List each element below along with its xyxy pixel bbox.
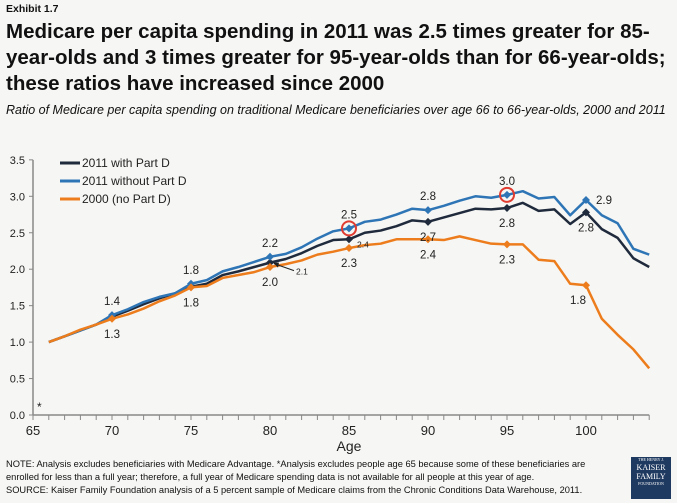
chart-subtitle: Ratio of Medicare per capita spending on… — [6, 103, 666, 117]
y-tick-label: 2.0 — [10, 264, 25, 276]
kaiser-family-foundation-logo: THE HENRY J. KAISER FAMILY FOUNDATION — [631, 457, 671, 499]
logo-line1: KAISER — [636, 463, 666, 472]
x-tick-label: 100 — [575, 423, 597, 438]
exhibit-label: Exhibit 1.7 — [6, 3, 59, 15]
data-point-marker — [424, 235, 432, 244]
data-label: 1.8 — [570, 295, 586, 307]
data-label: 1.8 — [183, 297, 199, 309]
legend-entry: 2000 (no Part D) — [82, 192, 171, 206]
data-label: 2.4 — [357, 239, 369, 249]
logo-top: THE HENRY J. — [638, 457, 664, 462]
highlight-circle — [499, 186, 515, 203]
asterisk-note-marker: * — [37, 400, 42, 414]
data-point-marker — [424, 206, 432, 215]
data-point-marker — [503, 203, 511, 212]
x-tick-label: 90 — [421, 423, 435, 438]
legend-entry: 2011 with Part D — [82, 156, 170, 170]
x-tick-label: 75 — [184, 423, 198, 438]
data-label: 2.3 — [341, 258, 357, 270]
data-label: 2.2 — [262, 238, 278, 250]
y-tick-label: 3.5 — [10, 155, 25, 167]
data-point-marker — [187, 283, 195, 292]
y-tick-label: 0.0 — [10, 410, 25, 422]
data-point-marker — [345, 224, 353, 233]
x-axis-label: Age — [337, 438, 362, 454]
data-point-marker — [345, 244, 353, 253]
data-point-marker — [582, 208, 590, 217]
chart-title: Medicare per capita spending in 2011 was… — [6, 20, 666, 95]
data-point-marker — [503, 190, 511, 199]
y-tick-label: 1.0 — [10, 337, 25, 349]
x-tick-label: 80 — [263, 423, 277, 438]
data-point-marker — [582, 195, 590, 204]
data-point-marker — [266, 252, 274, 261]
arrow-head-icon — [273, 262, 279, 268]
data-label: 2.7 — [420, 232, 436, 244]
series-line-0 — [48, 201, 650, 344]
data-label: 3.0 — [499, 176, 515, 188]
data-label: 1.3 — [104, 329, 120, 341]
data-label: 1.4 — [104, 296, 121, 308]
data-point-marker — [108, 314, 116, 323]
x-tick-label: 95 — [500, 423, 514, 438]
series-line-2 — [48, 235, 651, 370]
x-tick-label: 65 — [26, 423, 40, 438]
data-label: 2.9 — [596, 195, 612, 207]
y-tick-label: 1.5 — [10, 301, 25, 313]
logo-bottom: FOUNDATION — [638, 481, 664, 486]
data-point-marker — [582, 281, 590, 290]
data-point-marker — [345, 235, 353, 244]
data-label: 2.3 — [499, 254, 515, 266]
highlight-circle — [341, 220, 357, 237]
data-label: 2.8 — [578, 222, 594, 234]
source-text: SOURCE: Kaiser Family Foundation analysi… — [6, 485, 583, 495]
y-tick-label: 0.5 — [10, 374, 25, 386]
data-label: 1.8 — [183, 265, 199, 277]
data-label: 2.8 — [499, 218, 515, 230]
chart-notes: NOTE: Analysis excludes beneficiaries wi… — [6, 458, 606, 497]
legend-entry: 2011 without Part D — [82, 174, 187, 188]
y-tick-label: 3.0 — [10, 191, 25, 203]
data-point-marker — [424, 217, 432, 226]
data-point-marker — [266, 263, 274, 272]
note-text: NOTE: Analysis excludes beneficiaries wi… — [6, 459, 586, 482]
data-point-marker — [503, 240, 511, 249]
y-tick-label: 2.5 — [10, 228, 25, 240]
data-label: 2.8 — [420, 191, 436, 203]
data-label: 2.4 — [420, 249, 437, 261]
data-point-marker — [266, 258, 274, 267]
x-tick-label: 70 — [105, 423, 119, 438]
data-label: 2.5 — [341, 209, 357, 221]
x-tick-label: 85 — [342, 423, 356, 438]
data-label: 2.0 — [262, 277, 278, 289]
data-label: 2.1 — [296, 267, 308, 277]
logo-line2: FAMILY — [636, 472, 666, 481]
